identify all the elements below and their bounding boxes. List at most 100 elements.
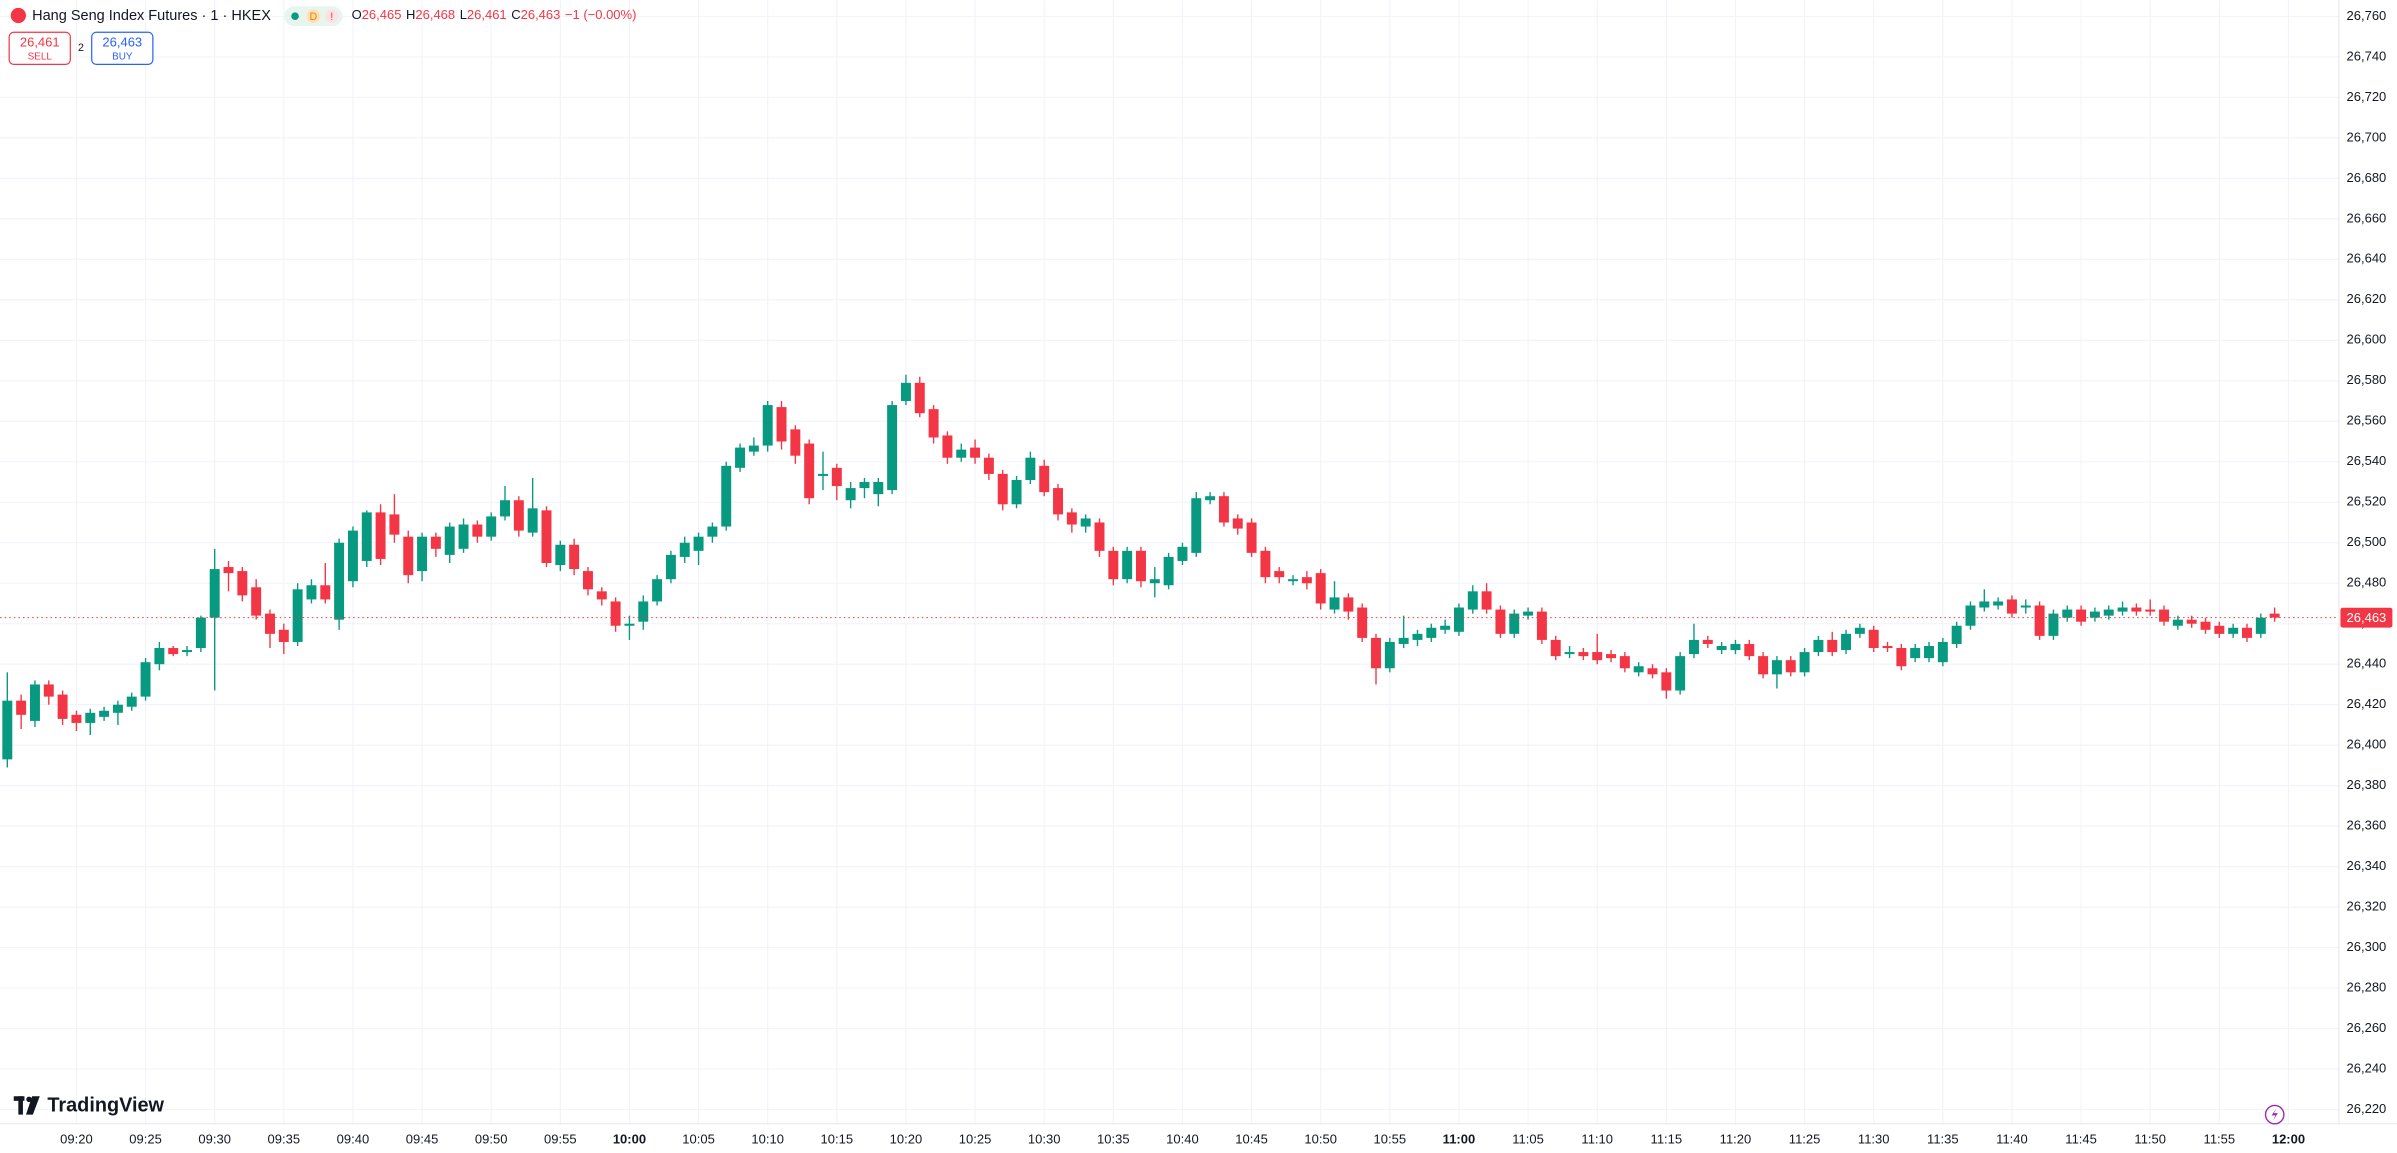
x-tick-label: 10:10 <box>751 1131 784 1146</box>
candle-body <box>1066 512 1077 525</box>
x-tick-label: 10:00 <box>613 1131 646 1146</box>
candle-body <box>928 409 939 438</box>
x-tick-label: 11:50 <box>2134 1131 2166 1146</box>
ohlc-values: O26,465 H26,468 L26,461 C26,463 −1 (−0.00%) <box>352 8 637 23</box>
candle-body <box>1246 522 1257 553</box>
alert-badge[interactable] <box>324 9 339 24</box>
candle-body <box>1813 639 1824 653</box>
y-tick-label: 26,680 <box>2347 170 2387 185</box>
candle-body <box>2006 599 2017 614</box>
candle-body <box>2214 625 2225 634</box>
candle-body <box>403 536 414 576</box>
candle-body <box>209 569 220 618</box>
sell-button[interactable] <box>8 31 71 65</box>
candle-body <box>1661 672 1672 691</box>
x-tick-label: 10:30 <box>1028 1131 1060 1146</box>
delay-badge[interactable] <box>306 9 321 24</box>
symbol-icon[interactable] <box>10 7 26 24</box>
candle-body <box>1771 660 1782 675</box>
candle-body <box>1564 652 1575 655</box>
ohlc-key: H <box>406 8 415 23</box>
candle-body <box>1122 550 1133 580</box>
candle-body <box>721 465 732 527</box>
candle-body <box>2145 609 2156 612</box>
candle-body <box>2117 607 2128 612</box>
candle-body <box>2076 609 2087 622</box>
sell-price: 26,461 <box>20 34 60 49</box>
delay-badge-text: D <box>310 11 318 23</box>
candle-body <box>1979 601 1990 608</box>
candle-body <box>818 473 828 476</box>
candle-body <box>306 585 317 600</box>
candle-body <box>361 512 372 561</box>
buy-label: BUY <box>112 51 133 62</box>
candle-body <box>1467 591 1478 610</box>
x-tick-label: 12:00 <box>2272 1131 2305 1146</box>
candle-body <box>1868 629 1879 649</box>
y-tick-label: 26,760 <box>2347 8 2387 23</box>
candle-body <box>2020 605 2031 608</box>
candle-body <box>2062 609 2073 618</box>
candle-body <box>2159 609 2170 622</box>
x-tick-label: 10:40 <box>1166 1131 1199 1146</box>
candle-body <box>2200 621 2211 630</box>
symbol-title[interactable]: Hang Seng Index Futures · 1 · HKEX <box>32 8 271 24</box>
candle-body <box>2048 613 2059 636</box>
candle-body <box>652 579 663 602</box>
spread: 2 <box>78 42 84 54</box>
candle-body <box>1343 597 1354 612</box>
candle-body <box>472 524 483 537</box>
buy-button[interactable] <box>91 31 154 65</box>
candle-body <box>1578 652 1589 657</box>
x-tick-label: 11:00 <box>1443 1131 1476 1146</box>
sell-label: SELL <box>28 51 53 62</box>
candle-body <box>1993 601 2004 606</box>
y-tick-label: 26,720 <box>2347 89 2387 104</box>
quick-action[interactable] <box>2264 1104 2285 1125</box>
x-tick-label: 09:50 <box>475 1131 508 1146</box>
candle-body <box>873 482 884 495</box>
candle-body <box>1937 641 1948 663</box>
candle-body <box>1744 643 1755 657</box>
y-tick-label: 26,500 <box>2347 534 2387 549</box>
candle-body <box>2172 619 2183 626</box>
candle-body <box>1288 579 1299 582</box>
candle-body <box>1592 652 1603 661</box>
candle-body <box>1011 479 1022 505</box>
candle-body <box>320 585 331 600</box>
candle-body <box>251 587 262 616</box>
candle-body <box>1785 660 1796 673</box>
candle-body <box>1882 645 1893 649</box>
x-tick-label: 09:40 <box>337 1131 369 1146</box>
candle-body <box>1965 605 1976 626</box>
candle-body <box>195 617 206 649</box>
candle-body <box>887 405 898 491</box>
candle-body <box>1689 639 1699 655</box>
candle-body <box>776 407 787 442</box>
candle-body <box>859 482 870 489</box>
candle-body <box>2 700 13 760</box>
candle-body <box>2242 627 2252 638</box>
candle-body <box>1523 611 1534 616</box>
y-tick-label: 26,280 <box>2347 980 2387 995</box>
candle-body <box>389 514 400 535</box>
y-tick-label: 26,440 <box>2347 656 2387 671</box>
candle-body <box>29 684 40 721</box>
candle-body <box>624 623 635 626</box>
x-tick-label: 10:55 <box>1374 1131 1407 1146</box>
candle-body <box>168 648 179 655</box>
last-price-tag <box>2340 607 2393 628</box>
x-tick-label: 10:20 <box>890 1131 923 1146</box>
candle-body <box>2228 627 2239 634</box>
candle-body <box>1619 656 1630 669</box>
logo-text: TradingView <box>47 1094 164 1116</box>
candle-body <box>638 601 649 622</box>
candle-body <box>1799 652 1810 673</box>
x-tick-label: 11:05 <box>1512 1131 1544 1146</box>
ohlc-key: C <box>511 8 520 23</box>
candle-body <box>1080 518 1091 527</box>
candle-body <box>1218 496 1229 523</box>
candle-body <box>1827 639 1838 653</box>
candle-body <box>292 589 303 642</box>
